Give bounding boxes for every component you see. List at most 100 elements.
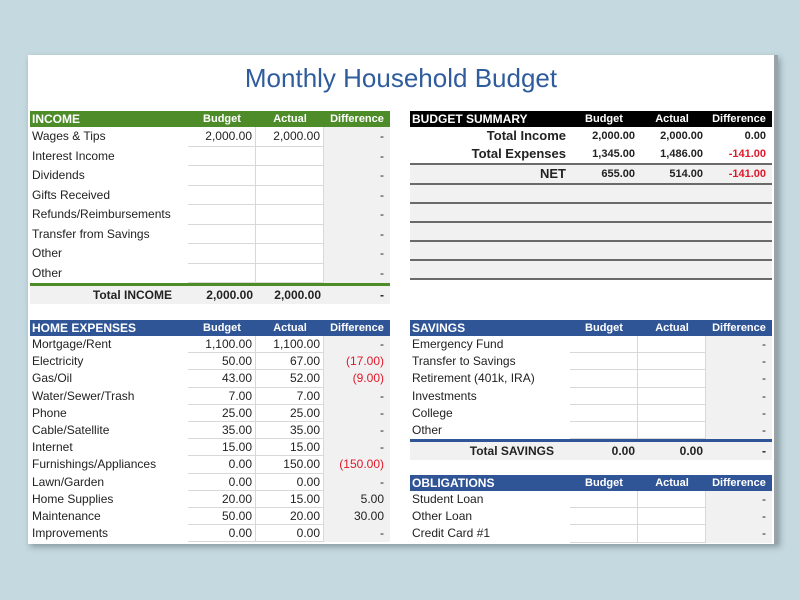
table-row: Other -: [30, 244, 390, 264]
budget-cell[interactable]: 43.00: [188, 370, 256, 388]
actual-cell[interactable]: [638, 353, 706, 371]
budget-cell[interactable]: 0.00: [188, 525, 256, 543]
difference-cell: 5.00: [324, 490, 390, 508]
budget-cell[interactable]: [188, 244, 256, 264]
section-title: INCOME: [32, 112, 80, 126]
budget-cell[interactable]: [188, 166, 256, 186]
row-label: Refunds/Reimbursements: [32, 207, 171, 221]
actual-cell[interactable]: [256, 166, 324, 186]
table-row: Total Expenses 1,345.00 1,486.00 -141.00: [410, 145, 772, 163]
actual-cell[interactable]: [256, 244, 324, 264]
budget-cell[interactable]: [188, 224, 256, 244]
actual-cell[interactable]: [256, 146, 324, 166]
table-row: Retirement (401k, IRA) -: [410, 370, 772, 388]
budget-cell[interactable]: 35.00: [188, 421, 256, 440]
budget-cell[interactable]: 20.00: [188, 490, 256, 508]
actual-cell[interactable]: [256, 224, 324, 244]
actual-cell[interactable]: 2,000.00: [256, 127, 324, 147]
table-row: Water/Sewer/Trash 7.00 7.00-: [30, 387, 390, 405]
difference-cell: -141.00: [728, 168, 766, 180]
actual-cell[interactable]: [638, 387, 706, 405]
empty-row: [410, 223, 772, 242]
budget-cell[interactable]: 1,100.00: [188, 336, 256, 354]
difference-cell: -: [706, 421, 772, 440]
difference-cell: -: [324, 146, 390, 166]
difference-cell: -: [324, 421, 390, 440]
difference-cell: -: [706, 370, 772, 388]
budget-cell[interactable]: [570, 404, 638, 422]
difference-cell: 0.00: [744, 130, 766, 142]
difference-cell: -: [706, 508, 772, 526]
actual-cell: 1,486.00: [660, 148, 703, 160]
table-row: Total Income 2,000.00 2,000.00 0.00: [410, 127, 772, 145]
table-row: Furnishings/Appliances 0.00 150.00 (150.00): [30, 456, 390, 474]
page-title: Monthly Household Budget: [244, 63, 558, 93]
budget-cell[interactable]: 15.00: [188, 439, 256, 457]
column-header-actual: Actual: [273, 113, 307, 125]
section-header: SAVINGS Budget Actual Difference: [410, 320, 772, 336]
row-label: Water/Sewer/Trash: [32, 388, 135, 403]
actual-cell[interactable]: 1,100.00: [256, 336, 324, 354]
budget-cell[interactable]: 50.00: [188, 353, 256, 371]
budget-cell[interactable]: 0.00: [188, 473, 256, 491]
budget-cell[interactable]: 50.00: [188, 507, 256, 526]
budget-cell[interactable]: [188, 146, 256, 166]
difference-cell: -: [324, 205, 390, 225]
budget-cell[interactable]: [570, 421, 638, 440]
row-label: Lawn/Garden: [32, 474, 105, 489]
actual-cell[interactable]: 15.00: [256, 490, 324, 508]
actual-cell[interactable]: 52.00: [256, 370, 324, 388]
row-label: Student Loan: [412, 492, 484, 506]
actual-cell[interactable]: 67.00: [256, 353, 324, 371]
actual-cell[interactable]: 150.00: [256, 456, 324, 474]
actual-cell[interactable]: [256, 185, 324, 205]
budget-cell[interactable]: [188, 205, 256, 225]
actual-cell[interactable]: [256, 263, 324, 283]
row-label: Wages & Tips: [32, 129, 106, 143]
table-row: Refunds/Reimbursements -: [30, 205, 390, 225]
column-header-budget: Budget: [585, 113, 623, 125]
budget-cell[interactable]: [570, 336, 638, 354]
budget-cell[interactable]: [570, 387, 638, 405]
difference-cell: -: [706, 353, 772, 371]
actual-cell[interactable]: [256, 205, 324, 225]
income-table: INCOME Budget Actual Difference Wages & Tips…: [30, 111, 390, 304]
row-label: Electricity: [32, 354, 84, 369]
budget-cell[interactable]: 7.00: [188, 387, 256, 405]
budget-cell[interactable]: [570, 525, 638, 543]
actual-cell[interactable]: [638, 336, 706, 354]
budget-cell[interactable]: 2,000.00: [188, 127, 256, 147]
actual-cell[interactable]: 15.00: [256, 439, 324, 457]
actual-cell[interactable]: [638, 370, 706, 388]
actual-cell[interactable]: [638, 404, 706, 422]
difference-cell: -: [324, 224, 390, 244]
budget-cell[interactable]: [570, 353, 638, 371]
table-row: Investments -: [410, 387, 772, 405]
actual-cell[interactable]: [638, 421, 706, 440]
difference-cell: -: [324, 336, 390, 354]
budget-cell[interactable]: [188, 263, 256, 283]
budget-cell: 2,000.00: [592, 130, 635, 142]
divider: [410, 163, 772, 165]
budget-cell[interactable]: [188, 185, 256, 205]
actual-cell[interactable]: [638, 491, 706, 509]
section-header: INCOME Budget Actual Difference: [30, 111, 390, 127]
actual-cell[interactable]: [638, 525, 706, 543]
budget-cell[interactable]: 0.00: [188, 456, 256, 474]
actual-cell[interactable]: [638, 508, 706, 526]
row-label: Improvements: [32, 526, 109, 541]
actual-cell[interactable]: 0.00: [256, 525, 324, 543]
actual-cell[interactable]: 20.00: [256, 507, 324, 526]
budget-cell[interactable]: 25.00: [188, 404, 256, 422]
actual-cell[interactable]: 7.00: [256, 387, 324, 405]
actual-cell[interactable]: 35.00: [256, 421, 324, 440]
budget-cell[interactable]: [570, 508, 638, 526]
row-label: Retirement (401k, IRA): [412, 371, 535, 386]
table-row: Wages & Tips 2,000.00 2,000.00-: [30, 127, 390, 147]
budget-cell[interactable]: [570, 491, 638, 509]
difference-cell: -: [706, 525, 772, 543]
difference-cell: (17.00): [324, 353, 390, 371]
actual-cell[interactable]: 0.00: [256, 473, 324, 491]
budget-cell[interactable]: [570, 370, 638, 388]
actual-cell[interactable]: 25.00: [256, 404, 324, 422]
